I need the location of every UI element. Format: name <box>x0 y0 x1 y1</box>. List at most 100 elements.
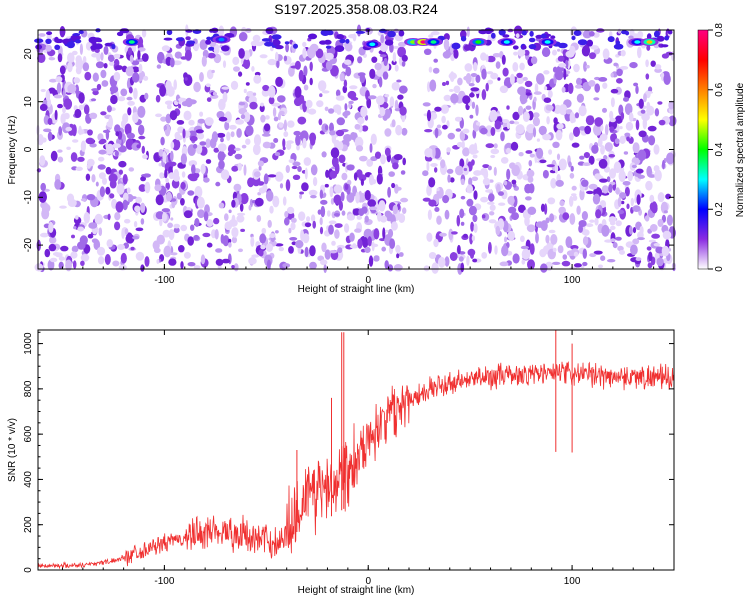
spectrogram-cell <box>83 104 90 115</box>
spectrogram-cell <box>252 34 261 43</box>
spectrogram-cell <box>304 246 309 258</box>
spectrogram-cell <box>422 170 429 177</box>
spectrogram-cell <box>199 111 204 117</box>
spectrogram-cell <box>75 166 83 171</box>
spectrogram-cell <box>448 89 454 92</box>
spectrogram-cell <box>599 178 608 183</box>
spectrogram-cell <box>34 38 44 44</box>
spectrogram-cell <box>661 245 670 257</box>
spectrogram-cell <box>283 119 287 132</box>
spectrogram-cell <box>451 42 461 50</box>
spectrogram-cell <box>612 179 617 191</box>
spectrogram-cell <box>615 236 622 241</box>
spectrogram-cell <box>540 220 548 232</box>
spectrogram-cell <box>240 228 246 232</box>
spectrogram-cell <box>635 168 644 174</box>
spectrogram-cell <box>174 51 182 59</box>
spectrogram-cell <box>110 94 118 105</box>
spectrogram-cell <box>376 95 385 106</box>
spectrogram-cell <box>610 88 619 94</box>
spectrogram-cell <box>159 218 163 227</box>
spectrogram-cell <box>163 245 172 258</box>
spectrogram-cell <box>138 124 145 136</box>
spectrogram-cell <box>505 147 511 154</box>
spectrogram-cell <box>598 77 608 82</box>
spectrogram-cell <box>368 95 377 100</box>
spectrogram-cell <box>299 130 309 142</box>
spectrogram-cell <box>540 203 545 212</box>
x-tick-label: -100 <box>154 275 174 286</box>
spectrogram-cell <box>483 169 489 180</box>
spectrogram-cell <box>60 245 69 252</box>
spectrogram-cell <box>130 246 135 251</box>
spectrogram-cell <box>340 191 345 202</box>
spectrogram-cell <box>137 47 146 52</box>
spectrogram-x-ticks: -100 0 100 <box>61 30 675 286</box>
spectrogram-cell <box>579 155 585 160</box>
spectrogram-cell <box>588 155 595 165</box>
spectrogram-cell <box>581 179 589 187</box>
spectrogram-cell <box>500 157 509 164</box>
spectrogram-cell <box>131 60 140 66</box>
spectrogram-cell <box>168 258 177 266</box>
spectrogram-cell <box>298 69 304 82</box>
spectrogram-cell <box>601 224 610 237</box>
snr-x-ticks: -100 0 100 <box>61 330 675 587</box>
spectrogram-cell <box>380 34 385 44</box>
spectrogram-cell <box>195 144 203 155</box>
spectrogram-cell <box>437 256 446 268</box>
spectrogram-cell <box>585 223 594 228</box>
spectrogram-cell <box>320 199 328 205</box>
spectrogram-cell <box>402 157 407 166</box>
spectrogram-cell <box>114 212 121 221</box>
spectrogram-cell <box>77 156 85 162</box>
spectrogram-cell <box>92 41 97 47</box>
spectrogram-cell <box>382 71 389 80</box>
spectrogram-cell <box>288 158 295 164</box>
spectrogram-cell <box>370 243 379 248</box>
spectrogram-cell <box>295 240 304 249</box>
spectrogram-cell <box>567 82 574 94</box>
spectrogram-cell <box>221 86 230 90</box>
spectrogram-cell <box>543 97 552 103</box>
spectrogram-cell <box>290 222 296 231</box>
spectrogram-cell <box>193 234 200 241</box>
spectrogram-cell <box>521 44 527 50</box>
spectrogram-cell <box>262 133 271 137</box>
spectrogram-cell <box>114 150 119 157</box>
spectrogram-cell <box>527 259 535 270</box>
spectrogram-cell <box>449 177 455 183</box>
spectrogram-cell <box>138 184 147 192</box>
spectrogram-cell <box>658 119 666 126</box>
spectrogram-cell <box>228 242 232 248</box>
spectrogram-cell <box>271 44 277 48</box>
y-tick-label: 200 <box>23 516 34 533</box>
spectrogram-cell <box>173 223 180 229</box>
spectrogram-cell <box>321 151 327 158</box>
spectrogram-cell <box>267 58 277 66</box>
spectrogram-cell <box>612 242 618 249</box>
spectrogram-cell <box>556 153 561 161</box>
spectrogram-cell <box>279 183 284 189</box>
spectrogram-cell <box>360 106 368 118</box>
spectrogram-cell <box>118 160 127 168</box>
spectrogram-hot-spot <box>634 40 641 44</box>
spectrogram-cell <box>470 221 474 232</box>
spectrogram-cell <box>345 66 352 77</box>
spectrogram-cell <box>619 249 625 255</box>
spectrogram-cell <box>170 217 174 221</box>
spectrogram-cell <box>143 75 149 81</box>
spectrogram-cell <box>282 263 291 268</box>
spectrogram-cell <box>632 205 641 213</box>
spectrogram-cell <box>285 165 290 173</box>
spectrogram-cell <box>271 34 282 40</box>
spectrogram-cell <box>619 135 626 144</box>
spectrogram-cell <box>571 142 580 148</box>
spectrogram-cell <box>468 144 477 155</box>
spectrogram-cell <box>192 143 198 149</box>
spectrogram-cell <box>651 233 660 239</box>
spectrogram-cell <box>493 166 497 176</box>
spectrogram-cell <box>80 253 90 262</box>
spectrogram-cell <box>206 97 212 102</box>
spectrogram-cell <box>643 93 647 103</box>
